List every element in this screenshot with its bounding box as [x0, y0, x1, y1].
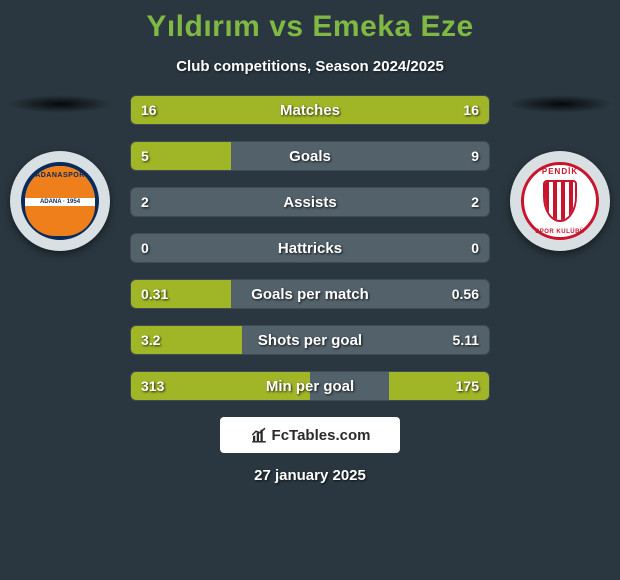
- stat-row: 5Goals9: [130, 141, 490, 171]
- stat-value-right: 175: [456, 378, 479, 394]
- stat-row: 2Assists2: [130, 187, 490, 217]
- pendikspor-crest-icon: PENDİK SPOR KULÜBÜ: [521, 162, 599, 240]
- left-club-crest: ADANASPOR ADANA · 1954: [10, 151, 110, 251]
- left-player-badge: ADANASPOR ADANA · 1954: [0, 95, 120, 251]
- stat-value-right: 0: [471, 240, 479, 256]
- logo-text: FcTables.com: [272, 427, 371, 444]
- subtitle: Club competitions, Season 2024/2025: [0, 58, 620, 75]
- stat-row: 3.2Shots per goal5.11: [130, 325, 490, 355]
- chart-icon: [250, 426, 268, 444]
- stat-label: Min per goal: [131, 378, 489, 395]
- stat-label: Shots per goal: [131, 332, 489, 349]
- fctables-logo[interactable]: FcTables.com: [220, 417, 400, 453]
- right-club-crest: PENDİK SPOR KULÜBÜ: [510, 151, 610, 251]
- shadow-ellipse: [508, 95, 613, 113]
- stat-label: Goals: [131, 148, 489, 165]
- right-player-badge: PENDİK SPOR KULÜBÜ: [500, 95, 620, 251]
- stat-value-right: 5.11: [453, 332, 479, 348]
- stat-value-right: 2: [471, 194, 479, 210]
- stat-value-right: 9: [471, 148, 479, 164]
- stat-value-right: 0.56: [452, 286, 479, 302]
- stat-label: Matches: [131, 102, 489, 119]
- stat-row: 16Matches16: [130, 95, 490, 125]
- page-title: Yıldırım vs Emeka Eze: [0, 0, 620, 44]
- stat-label: Goals per match: [131, 286, 489, 303]
- stat-label: Assists: [131, 194, 489, 211]
- stat-label: Hattricks: [131, 240, 489, 257]
- stat-row: 0Hattricks0: [130, 233, 490, 263]
- stat-value-right: 16: [463, 102, 479, 118]
- date-label: 27 january 2025: [0, 467, 620, 484]
- adanaspor-crest-icon: ADANASPOR ADANA · 1954: [21, 162, 99, 240]
- stat-row: 313Min per goal175: [130, 371, 490, 401]
- comparison-content: ADANASPOR ADANA · 1954 PENDİK SPOR KULÜB…: [0, 95, 620, 401]
- stat-row: 0.31Goals per match0.56: [130, 279, 490, 309]
- shadow-ellipse: [8, 95, 113, 113]
- stat-bars: 16Matches16 5Goals9 2Assists2 0Hattricks0 0.…: [130, 95, 490, 401]
